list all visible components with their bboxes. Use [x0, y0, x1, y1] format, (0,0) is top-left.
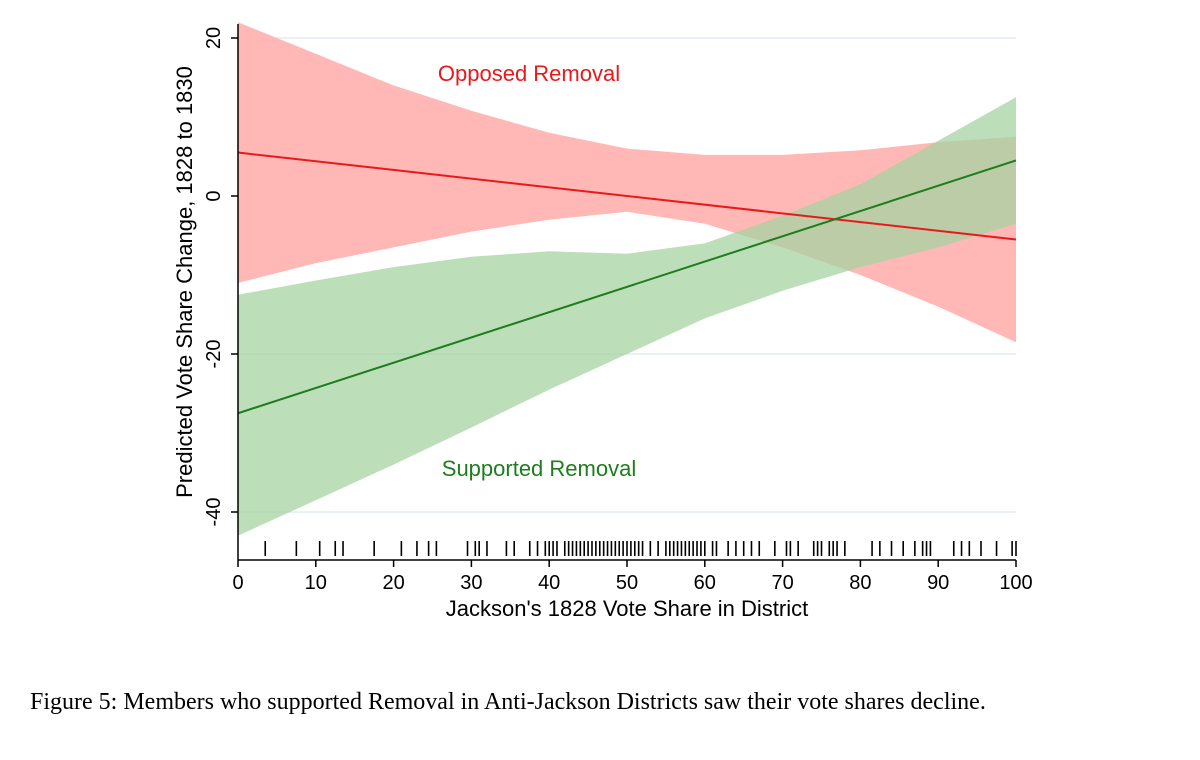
- x-tick-label: 0: [232, 572, 243, 594]
- x-tick-label: 80: [849, 572, 871, 594]
- series-labels: Opposed Removal Supported Removal: [438, 61, 636, 481]
- figure-caption: Figure 5: Members who supported Removal …: [30, 689, 986, 715]
- y-axis-title: Predicted Vote Share Change, 1828 to 183…: [172, 66, 197, 498]
- ci-band-supported: [238, 97, 1016, 536]
- series-label-supported: Supported Removal: [442, 456, 636, 481]
- y-tick-label: 20: [203, 27, 225, 49]
- x-tick-label: 70: [771, 572, 793, 594]
- x-tick-label: 90: [927, 572, 949, 594]
- x-tick-label: 100: [999, 572, 1032, 594]
- y-tick-label: -20: [203, 340, 225, 369]
- x-tick-label: 60: [694, 572, 716, 594]
- axes: 20 0 -20 -40 0 10 20 30 40 50 60 70 80 90 100: [203, 24, 1033, 594]
- fit-line-opposed: [237, 151, 1017, 241]
- x-tick-label: 50: [616, 572, 638, 594]
- fit-line-supported: [237, 159, 1017, 415]
- chart: 20 0 -20 -40 0 10 20 30 40 50 60 70 80 90 100 Opposed …: [172, 22, 1033, 621]
- x-tick-label: 20: [382, 572, 404, 594]
- series-label-opposed: Opposed Removal: [438, 61, 620, 86]
- x-tick-label: 30: [460, 572, 482, 594]
- ci-band-opposed: [238, 22, 1016, 343]
- y-tick-label: -40: [203, 498, 225, 527]
- y-tick-label: 0: [203, 190, 225, 201]
- x-axis-title: Jackson's 1828 Vote Share in District: [446, 596, 809, 621]
- confidence-bands: [238, 22, 1016, 536]
- x-tick-label: 10: [305, 572, 327, 594]
- rug-marks: [264, 541, 1017, 556]
- x-tick-label: 40: [538, 572, 560, 594]
- fitted-lines: [237, 151, 1017, 415]
